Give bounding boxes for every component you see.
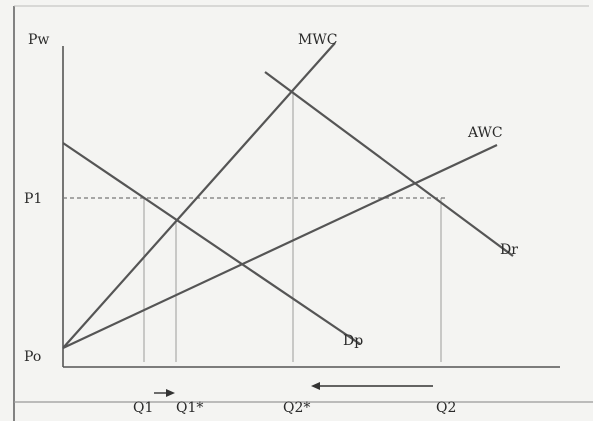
dr-curve (264, 71, 514, 257)
dp-label: Dp (343, 333, 363, 349)
q2-to-q2-star-arrow (311, 382, 433, 390)
awc-curve (62, 144, 498, 349)
mwc-label: MWC (298, 32, 337, 48)
q1-label: Q1 (133, 400, 153, 416)
awc-label: AWC (467, 125, 503, 141)
y-axis-label: Pw (28, 32, 49, 48)
p1-label: P1 (24, 191, 42, 207)
q2-star-label: Q2* (283, 400, 310, 416)
mwc-curve (62, 42, 336, 349)
dr-label: Dr (500, 242, 518, 258)
origin-label: Po (24, 349, 41, 365)
dp-curve (62, 142, 361, 345)
q1-star-label: Q1* (176, 400, 203, 416)
q1-to-q1-star-arrow (154, 389, 175, 397)
frame-border (13, 5, 593, 421)
q2-label: Q2 (436, 400, 456, 416)
